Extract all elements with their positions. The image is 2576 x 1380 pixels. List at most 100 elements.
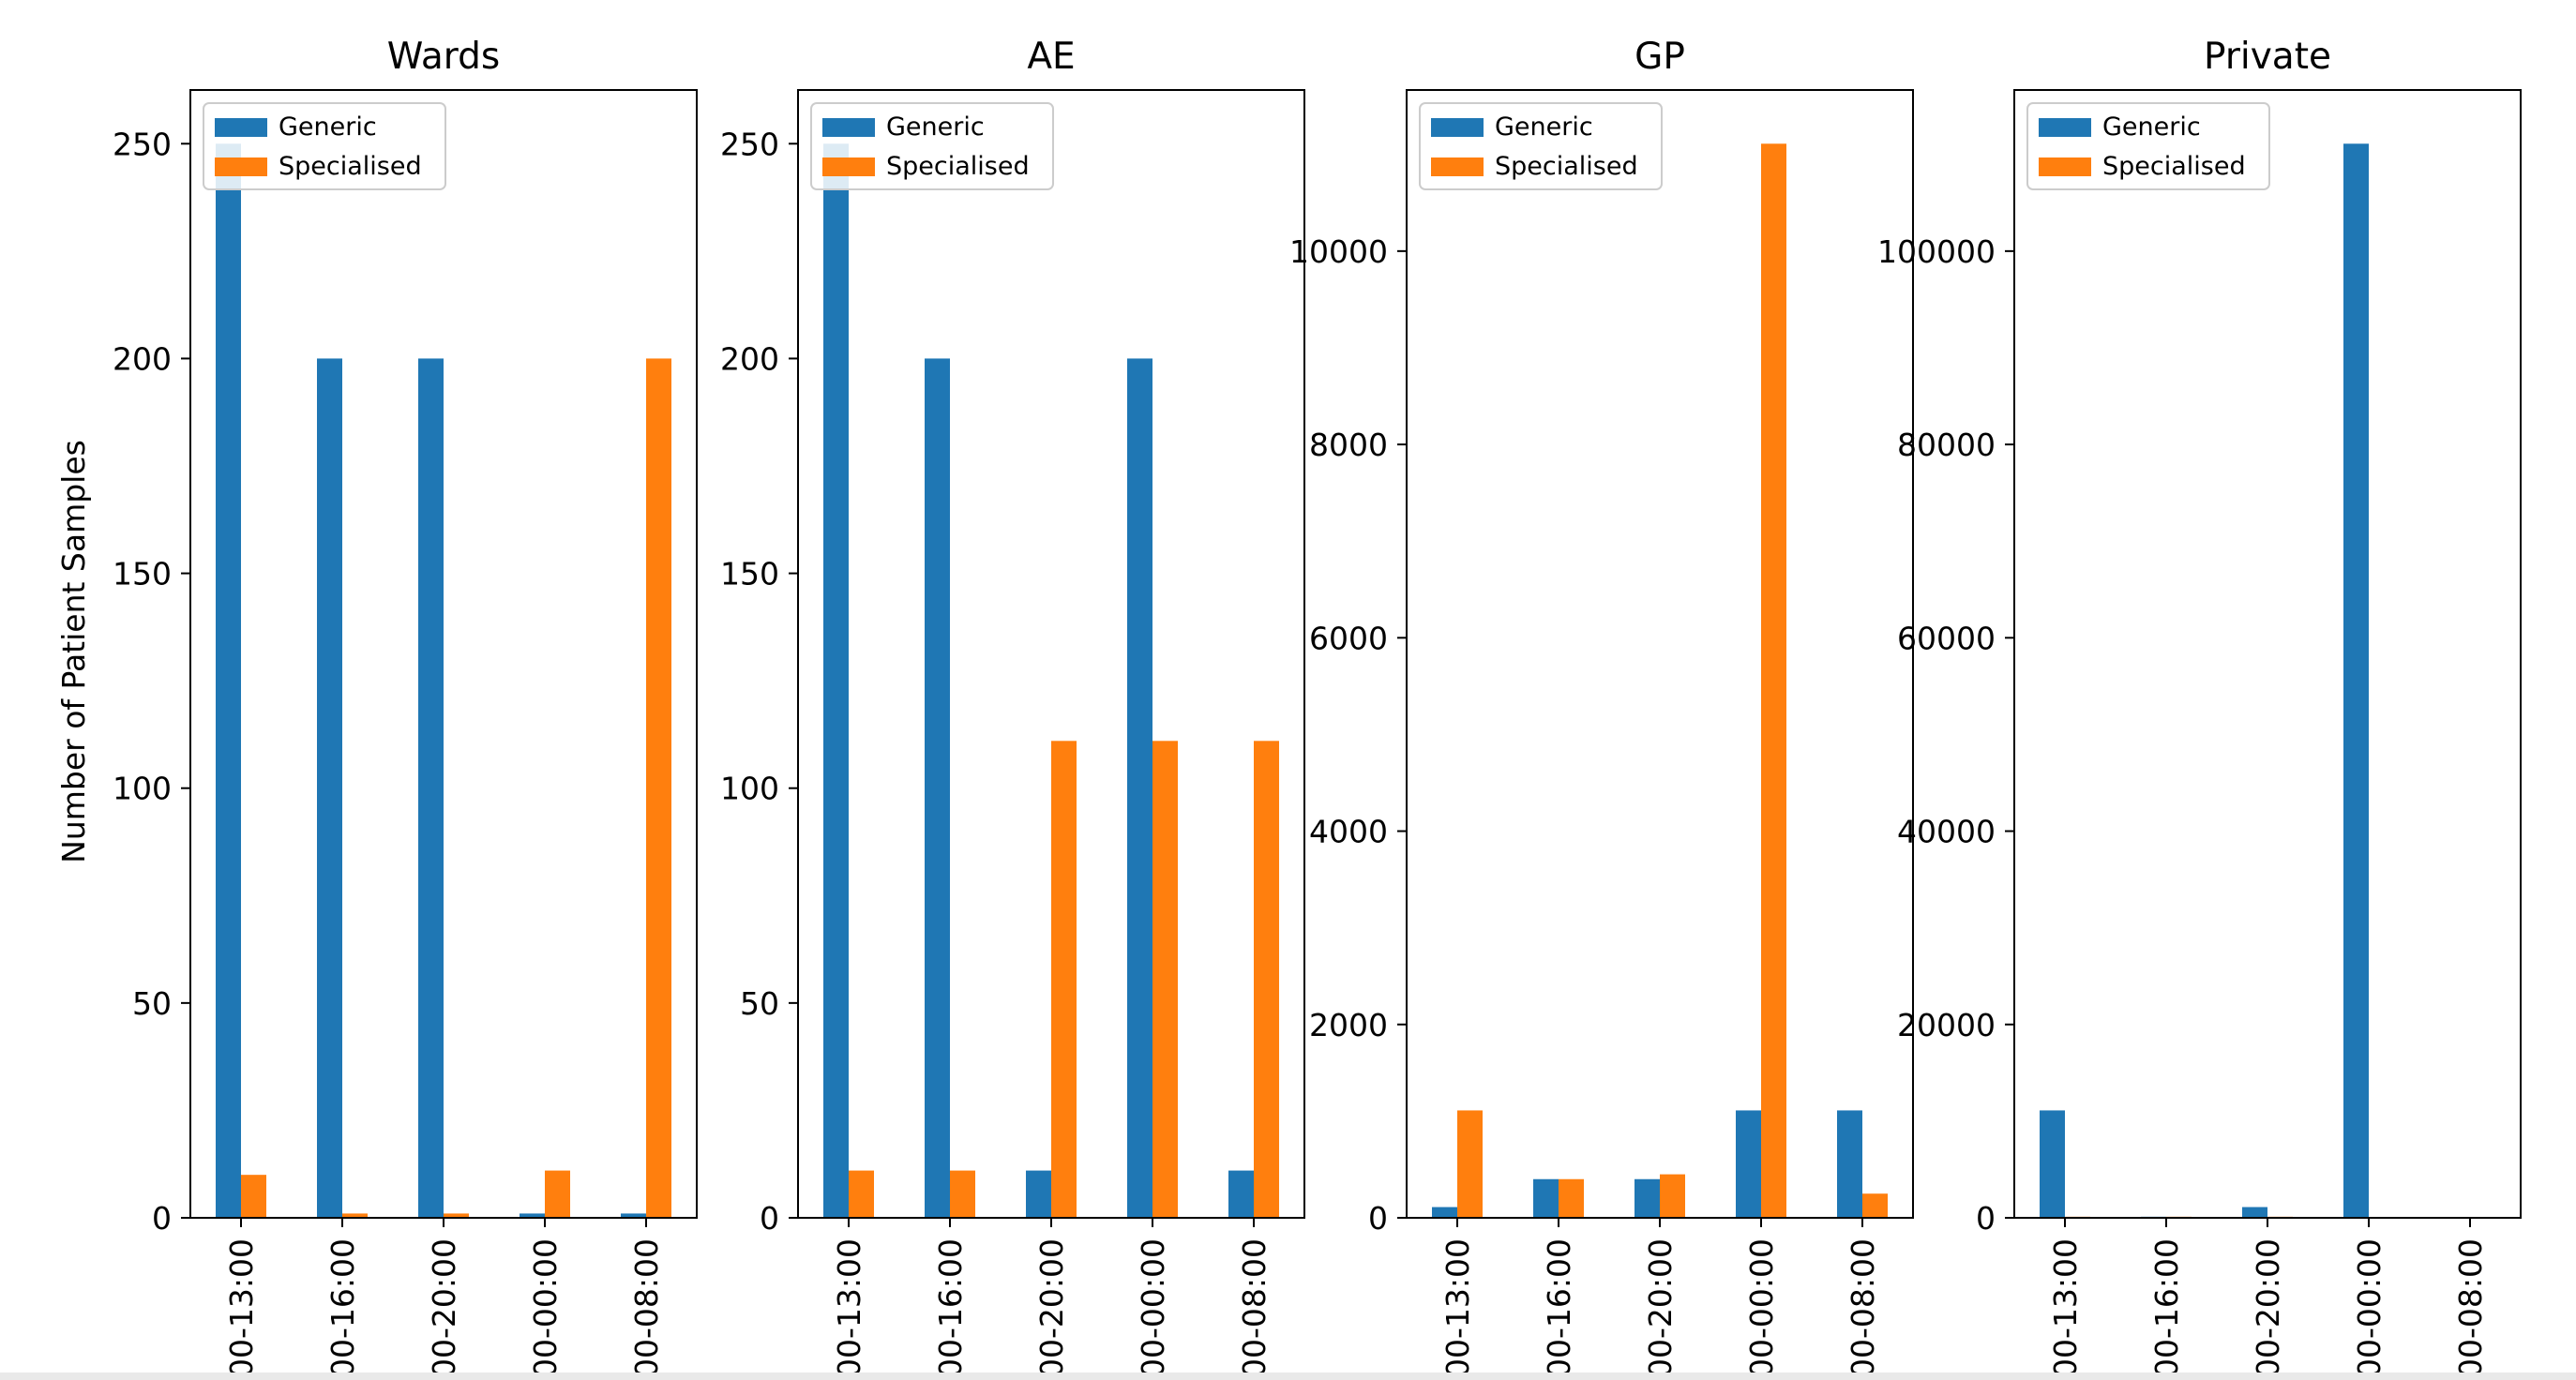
bar-generic-4 [2343, 143, 2369, 1218]
y-tick-label: 250 [113, 126, 172, 162]
x-tick-label: 00-08:00 [628, 1238, 665, 1378]
y-tick-label: 150 [720, 556, 779, 592]
bar-generic-4 [1127, 358, 1152, 1218]
x-tick-label: 00-00:00 [1135, 1238, 1171, 1378]
legend-label-generic: Generic [279, 112, 377, 142]
x-tick-label: 00-16:00 [2148, 1238, 2185, 1378]
y-tick-label: 60000 [1897, 620, 1996, 656]
y-tick-label: 50 [740, 985, 779, 1022]
bar-generic-5 [1228, 1170, 1254, 1218]
x-tick-label: 00-20:00 [2250, 1238, 2286, 1378]
x-tick-label: 00-08:00 [1236, 1238, 1273, 1378]
legend-label-generic: Generic [886, 112, 985, 142]
x-tick-label: 00-16:00 [1541, 1238, 1577, 1378]
legend-swatch-specialised [1431, 158, 1484, 176]
y-tick-label: 4000 [1309, 814, 1388, 850]
legend: Generic Specialised [2026, 102, 2270, 190]
bar-generic-1 [1432, 1207, 1457, 1218]
x-tick-label: 00-00:00 [2351, 1238, 2388, 1378]
y-tick-label: 100 [113, 771, 172, 807]
x-tick-label: 00-20:00 [1642, 1238, 1679, 1378]
legend-swatch-generic [215, 118, 267, 137]
legend: Generic Specialised [203, 102, 446, 190]
legend-swatch-generic [2039, 118, 2091, 137]
x-tick-label: 00-16:00 [932, 1238, 969, 1378]
chart-panel-wards: Wards 0 50 100 150 200 250 00-13:00 00-16:00 00-2… [113, 36, 698, 1378]
legend-label-generic: Generic [2102, 112, 2201, 142]
legend-label-specialised: Specialised [279, 152, 422, 181]
y-tick-label: 0 [1976, 1200, 1996, 1237]
bar-generic-1 [2040, 1110, 2065, 1218]
legend-label-generic: Generic [1495, 112, 1593, 142]
bar-specialised-2 [950, 1170, 975, 1218]
x-tick-label: 00-13:00 [831, 1238, 867, 1378]
y-tick-label: 10000 [1289, 233, 1388, 270]
y-tick-label: 200 [720, 340, 779, 377]
y-tick-label: 2000 [1309, 1007, 1388, 1043]
bar-generic-2 [925, 358, 950, 1218]
y-tick-label: 200 [113, 340, 172, 377]
axes-frame [1406, 89, 1914, 1219]
bar-specialised-4 [545, 1170, 570, 1218]
y-tick-label: 150 [113, 556, 172, 592]
chart-title: AE [1027, 36, 1075, 78]
chart-panel-ae: AE 0 50 100 150 200 250 00-13:00 00-16:00 00-20:0… [720, 36, 1305, 1378]
x-tick-label: 00-20:00 [1033, 1238, 1070, 1378]
bar-specialised-3 [1660, 1174, 1685, 1218]
legend-label-specialised: Specialised [1495, 152, 1638, 181]
legend-swatch-generic [822, 118, 875, 137]
x-tick-label: 00-13:00 [1439, 1238, 1476, 1378]
y-tick-label: 250 [720, 126, 779, 162]
x-tick-label: 00-08:00 [1845, 1238, 1881, 1378]
bar-specialised-5 [1254, 741, 1279, 1218]
y-tick-label: 0 [152, 1200, 172, 1237]
axes-frame [2013, 89, 2522, 1219]
x-tick-label: 00-13:00 [2047, 1238, 2084, 1378]
chart-panel-private: Private 0 20000 40000 60000 80000 100000 00-13:… [1877, 36, 2522, 1378]
legend-swatch-specialised [822, 158, 875, 176]
y-tick-label: 8000 [1309, 427, 1388, 463]
bar-specialised-5 [646, 358, 671, 1218]
y-tick-label: 80000 [1897, 427, 1996, 463]
y-tick-label: 40000 [1897, 814, 1996, 850]
legend: Generic Specialised [810, 102, 1054, 190]
bar-specialised-1 [241, 1175, 266, 1218]
legend-swatch-specialised [2039, 158, 2091, 176]
bar-generic-1 [823, 143, 849, 1218]
legend: Generic Specialised [1419, 102, 1663, 190]
bar-specialised-2 [342, 1213, 368, 1218]
bar-generic-4 [520, 1213, 545, 1218]
bar-specialised-5 [1862, 1193, 1888, 1218]
bar-generic-5 [1837, 1110, 1862, 1218]
x-tick-label: 00-16:00 [324, 1238, 361, 1378]
legend-label-specialised: Specialised [886, 152, 1030, 181]
bar-generic-3 [1634, 1178, 1660, 1218]
y-tick-label: 6000 [1309, 620, 1388, 656]
bar-specialised-4 [1761, 143, 1786, 1218]
bar-generic-1 [216, 143, 241, 1218]
x-tick-label: 00-00:00 [527, 1238, 564, 1378]
bar-generic-3 [2242, 1207, 2267, 1218]
chart-panel-gp: GP 0 2000 4000 6000 8000 10000 00-13:00 00-16:00… [1289, 36, 1914, 1378]
x-tick-label: 00-08:00 [2452, 1238, 2489, 1378]
bar-generic-3 [418, 358, 444, 1218]
legend-swatch-specialised [215, 158, 267, 176]
x-tick-label: 00-20:00 [426, 1238, 462, 1378]
bar-specialised-4 [1152, 741, 1178, 1218]
bar-specialised-1 [849, 1170, 874, 1218]
x-tick-label: 00-13:00 [223, 1238, 260, 1378]
x-tick-label: 00-00:00 [1743, 1238, 1780, 1378]
bar-specialised-3 [1051, 741, 1077, 1218]
chart-title: Private [2204, 36, 2331, 78]
bar-generic-5 [621, 1213, 646, 1218]
bar-generic-3 [1026, 1170, 1051, 1218]
y-tick-label: 100 [720, 771, 779, 807]
bar-generic-4 [1736, 1110, 1761, 1218]
legend-swatch-generic [1431, 118, 1484, 137]
bar-specialised-2 [1559, 1178, 1584, 1218]
bar-generic-2 [317, 358, 342, 1218]
bar-generic-2 [1533, 1178, 1559, 1218]
bar-specialised-1 [1457, 1110, 1483, 1218]
y-tick-label: 100000 [1877, 233, 1996, 270]
